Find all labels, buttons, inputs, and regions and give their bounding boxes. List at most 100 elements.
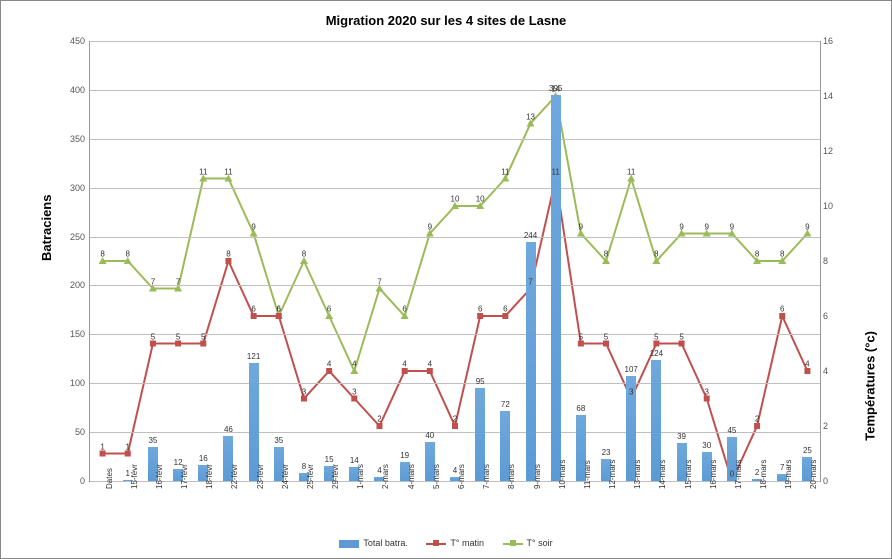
y-tick-left: 100 [61,378,85,388]
line-value-label: 5 [176,332,180,341]
line-value-label: 3 [704,387,708,396]
line-value-label: 5 [579,332,583,341]
gridline [90,334,820,335]
x-tick: 23-févr [256,464,265,489]
x-tick: 10-mars [558,460,567,489]
line-value-label: 3 [629,387,633,396]
line-value-label: 8 [654,249,658,258]
line-value-label: 11 [224,167,232,176]
plot-area: 1351216461213581514419404957224439568231… [89,41,821,482]
x-tick: 17-févr [180,464,189,489]
bar-label: 19 [395,451,415,460]
y-tick-right: 14 [823,91,847,101]
x-tick: 12-mars [608,460,617,489]
x-tick: 16-mars [709,460,718,489]
line-value-label: 5 [151,332,155,341]
line-value-label: 5 [654,332,658,341]
bar-label: 25 [797,446,817,455]
legend: Total batra. T° matin T° soir [1,538,891,548]
x-tick: 20-mars [809,460,818,489]
line-value-label: 9 [805,222,809,231]
y-tick-right: 2 [823,421,847,431]
x-tick: 11-mars [583,460,592,489]
x-tick: 22-févr [230,464,239,489]
y-axis-right-label: Températures (°c) [863,331,878,441]
bar-label: 16 [193,454,213,463]
bar-label: 35 [143,436,163,445]
y-tick-right: 8 [823,256,847,266]
x-tick: 5-mars [432,464,441,489]
y-tick-right: 16 [823,36,847,46]
bar-label: 23 [596,448,616,457]
y-tick-left: 350 [61,134,85,144]
line-value-label: 7 [377,277,381,286]
bar-label: 39 [672,432,692,441]
y-tick-left: 450 [61,36,85,46]
x-tick: 2-mars [381,464,390,489]
y-tick-left: 200 [61,280,85,290]
line-value-label: 4 [327,359,331,368]
line-value-label: 9 [704,222,708,231]
gridline [90,285,820,286]
legend-bar-swatch [339,540,359,548]
x-tick: 14-mars [658,460,667,489]
bar-label: 15 [319,455,339,464]
line-value-label: 9 [428,222,432,231]
x-tick: 19-mars [784,460,793,489]
y-tick-left: 0 [61,476,85,486]
x-tick: 9-mars [533,464,542,489]
y-tick-left: 300 [61,183,85,193]
x-tick: 4-mars [407,464,416,489]
line-value-label: 11 [627,167,635,176]
legend-line1: T° matin [426,538,486,548]
line-value-label: 1 [126,442,130,451]
line-value-label: 10 [476,194,485,203]
line-value-label: 6 [327,304,331,313]
line-value-label: 8 [226,249,230,258]
bar-label: 244 [521,231,541,240]
line-value-label: 7 [151,277,155,286]
x-tick: 13-mars [633,460,642,489]
x-tick: 17-mars [734,460,743,489]
line-value-label: 6 [780,304,784,313]
y-tick-right: 12 [823,146,847,156]
line-value-label: 5 [679,332,683,341]
line-value-label: 4 [428,359,432,368]
legend-line2-swatch [503,543,523,545]
line-value-label: 2 [377,414,381,423]
x-tick: 29-févr [331,464,340,489]
line-value-label: 10 [451,194,460,203]
gridline [90,237,820,238]
y-tick-right: 0 [823,476,847,486]
bar-label: 72 [495,400,515,409]
line-value-label: 4 [805,359,809,368]
gridline [90,383,820,384]
line-value-label: 7 [176,277,180,286]
bar-label: 35 [269,436,289,445]
x-tick: 24-févr [281,464,290,489]
legend-bar: Total batra. [339,538,410,548]
line-value-label: 5 [604,332,608,341]
gridline [90,41,820,42]
bar-label: 40 [420,431,440,440]
bar-label: 124 [646,349,666,358]
line-value-label: 8 [755,249,759,258]
bar-label: 107 [621,365,641,374]
x-tick: 6-mars [457,464,466,489]
line-value-label: 9 [579,222,583,231]
line-value-label: 2 [755,414,759,423]
line-value-label: 1 [100,442,104,451]
line-value-label: 9 [679,222,683,231]
chart-container: Migration 2020 sur les 4 sites de Lasne … [0,0,892,559]
y-tick-right: 10 [823,201,847,211]
line-value-label: 4 [402,359,406,368]
x-tick: 18-mars [759,460,768,489]
line-value-label: 11 [199,167,207,176]
x-tick: Dates [105,468,114,489]
y-tick-left: 150 [61,329,85,339]
line-value-label: 6 [402,304,406,313]
line-value-label: 5 [201,332,205,341]
y-tick-left: 400 [61,85,85,95]
line-value-label: 3 [352,387,356,396]
y-tick-right: 6 [823,311,847,321]
